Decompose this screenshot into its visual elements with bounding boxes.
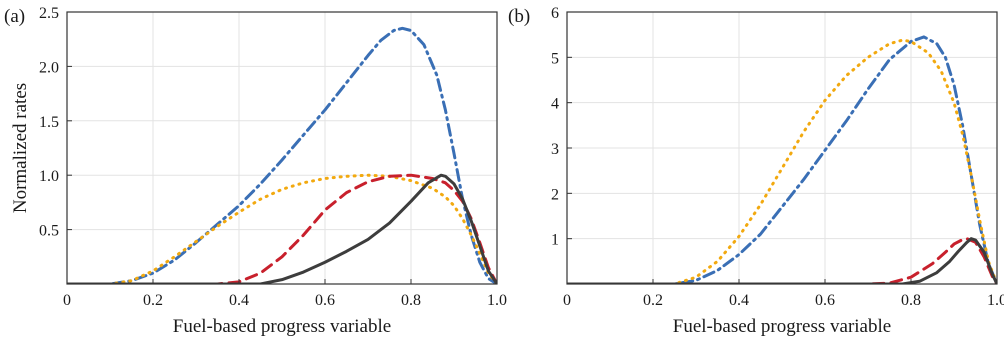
panel-b-series-dotted-line xyxy=(567,38,997,284)
panel-b-y-tick-label: 1 xyxy=(551,232,559,249)
panel-a-y-axis-label: Normalized rates xyxy=(10,83,31,213)
panel-a-series-dotted-line xyxy=(67,173,497,284)
panel-a-y-tick-label: 0.5 xyxy=(39,223,59,240)
panel-b-label: (b) xyxy=(508,6,530,27)
panel-a-y-tick-label: 2.0 xyxy=(39,59,59,76)
panel-b-y-tick-label: 6 xyxy=(551,5,559,22)
panel-b-series-dashed-line xyxy=(567,237,997,284)
panel-b-x-tick-label: 0.6 xyxy=(815,292,835,309)
panel-a-x-tick-label: 0.8 xyxy=(401,292,421,309)
panel-a-label: (a) xyxy=(4,6,25,27)
panel-b-x-axis-label: Fuel-based progress variable xyxy=(673,316,891,337)
panel-a-x-tick-label: 0 xyxy=(63,292,71,309)
panel-a-x-tick-label: 0.4 xyxy=(229,292,249,309)
panel-a-x-tick-label: 1.0 xyxy=(487,292,507,309)
panel-b-series-group xyxy=(567,35,997,284)
panel-b-x-tick-label: 0.2 xyxy=(643,292,663,309)
panel-b-x-tick-label: 1.0 xyxy=(987,292,1004,309)
panel-a-y-tick-label: 1.5 xyxy=(39,114,59,131)
panel-a-plot-frame xyxy=(66,11,498,285)
panel-a-series-group xyxy=(67,26,497,284)
panel-a-y-tick-label: 2.5 xyxy=(39,5,59,22)
panel-a-x-tick-label: 0.6 xyxy=(315,292,335,309)
panel-a-series-solid-line xyxy=(67,173,497,284)
panel-b-series-dashdot-line xyxy=(567,35,997,284)
panel-b-x-tick-label: 0.8 xyxy=(901,292,921,309)
panel-b-x-tick-label: 0.4 xyxy=(729,292,749,309)
panel-a-series-dashdot-line xyxy=(67,26,497,284)
panel-a-x-axis-label: Fuel-based progress variable xyxy=(173,316,391,337)
panel-a: (a) 0 0.2 0.4 0.6 0.8 1.0 0.5 1.0 1.5 2.0 2.5 Fuel-… xyxy=(4,5,507,337)
panel-a-y-tick-label: 1.0 xyxy=(39,168,59,185)
panel-b: (b) 0 0.2 0.4 0.6 0.8 1.0 1 2 3 4 5 6 Fuel-based pro… xyxy=(508,5,1004,337)
panel-b-y-tick-label: 5 xyxy=(551,50,559,67)
panel-b-series-solid-line xyxy=(567,237,997,284)
panel-b-x-tick-label: 0 xyxy=(563,292,571,309)
panel-b-y-tick-label: 3 xyxy=(551,141,559,158)
panel-b-y-tick-label: 2 xyxy=(551,186,559,203)
panel-b-y-tick-label: 4 xyxy=(551,96,559,113)
panel-a-x-tick-label: 0.2 xyxy=(143,292,163,309)
